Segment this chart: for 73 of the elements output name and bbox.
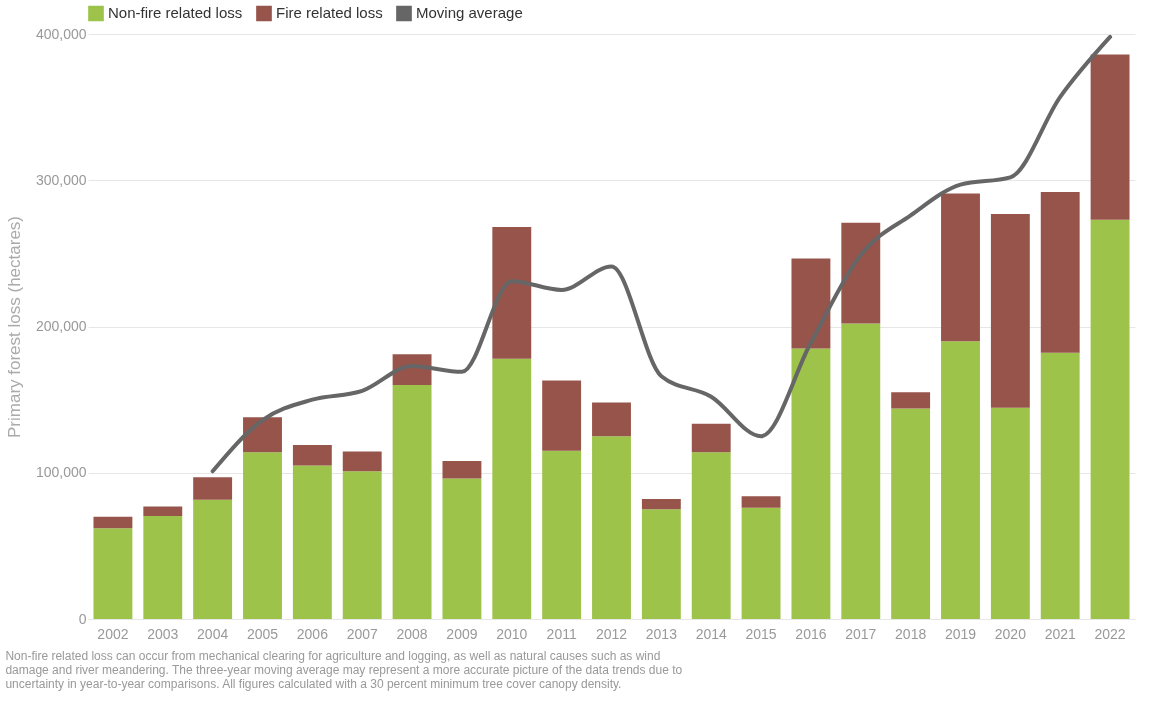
bar [841, 222, 881, 324]
bar [891, 392, 931, 409]
bar [891, 408, 931, 619]
x-tick-label: 2020 [994, 625, 1027, 642]
bar [592, 402, 631, 437]
bar [243, 452, 282, 619]
bar [1040, 352, 1080, 619]
bar [342, 451, 382, 472]
bar [143, 506, 183, 516]
x-tick-label: 2012 [595, 625, 628, 642]
bar [193, 499, 233, 619]
x-tick-label: 2008 [396, 625, 428, 642]
x-tick-label: 2010 [496, 625, 528, 642]
text: Non-fire related loss can occur from mechanical clearing for agriculture and logging, as well as natural causes such as wind damage and river meandering. The three-year moving average may represent a more accurate picture of the data trends due to uncertainty in year-to-year comparisons. All figures calculated with a 30 percent minimum tree cover canopy density. [5, 649, 683, 691]
bar [941, 341, 980, 619]
bar [1090, 54, 1130, 220]
y-tick-label: 200,000 [35, 318, 87, 334]
bar [243, 417, 282, 453]
x-tick-label: 2005 [246, 625, 279, 642]
bar [791, 258, 831, 349]
x-tick-label: 2019 [944, 625, 977, 642]
bar [691, 423, 731, 453]
x-tick-label: 2016 [795, 625, 827, 642]
bar [143, 515, 183, 619]
x-tick-label: 2009 [446, 625, 478, 642]
y-tick-label: 100,000 [35, 464, 87, 481]
bar [741, 507, 781, 619]
bar [691, 452, 731, 619]
y-tick-label: 300,000 [35, 171, 87, 188]
bar [442, 478, 482, 619]
bar [342, 471, 382, 619]
x-tick-label: 2004 [197, 625, 229, 642]
bar [193, 477, 233, 500]
bar [1090, 219, 1130, 619]
bar [492, 227, 532, 359]
bar [741, 496, 781, 508]
x-tick-label: 2003 [147, 625, 179, 642]
x-tick-label: 2007 [346, 625, 378, 642]
line-series [210, 34, 1113, 474]
bar [292, 444, 332, 466]
bar [492, 358, 532, 619]
bar [392, 385, 432, 619]
legend-label: Non-fire related loss [108, 4, 243, 22]
bar [542, 380, 582, 451]
x-tick-label: 2015 [745, 625, 777, 642]
bar [941, 193, 980, 342]
bar [93, 528, 133, 619]
bar [93, 516, 133, 529]
x-tick-label: 2011 [546, 625, 577, 642]
x-tick-label: 2013 [645, 625, 678, 642]
bar [292, 465, 332, 619]
x-tick-label: 2021 [1044, 625, 1076, 642]
x-tick-label: 2017 [845, 625, 877, 642]
y-tick-label: 0 [78, 610, 87, 627]
bar [791, 348, 831, 619]
bar [442, 461, 482, 479]
bar [990, 407, 1030, 619]
x-tick-label: 2014 [695, 625, 727, 642]
bar [841, 323, 881, 619]
bar [592, 436, 631, 619]
x-tick-label: 2002 [97, 625, 129, 642]
x-tick-label: 2006 [296, 625, 329, 642]
x-tick-label: 2018 [895, 625, 927, 642]
bar [1040, 191, 1080, 353]
legend-label: Fire related loss [276, 4, 383, 22]
y-tick-label: 400,000 [35, 25, 87, 42]
x-tick-label: 2022 [1094, 625, 1126, 642]
bar [990, 213, 1030, 408]
bar [641, 499, 681, 510]
bar [542, 450, 582, 619]
legend-label: Moving average [416, 4, 523, 22]
y-axis-title: Primary forest loss (hectares) [4, 216, 24, 438]
bar [641, 509, 681, 619]
